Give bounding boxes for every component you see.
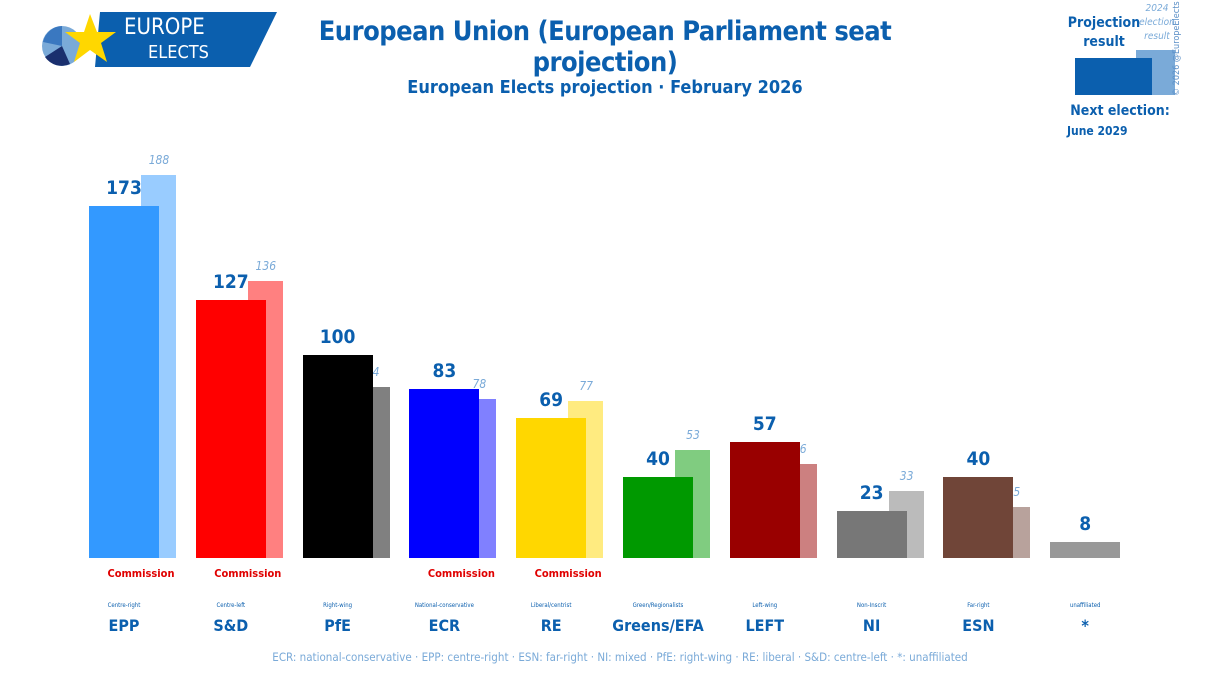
party-label: RE: [540, 616, 562, 635]
party-label: EPP: [108, 616, 140, 635]
ideology-label: Right-wing: [323, 602, 353, 609]
logo-text-elects: ELECTS: [148, 42, 209, 63]
projection-value-label: 100: [319, 325, 356, 348]
party-label: Greens/EFA: [612, 616, 704, 635]
projection-value-label: 23: [859, 482, 884, 505]
projection-value-label: 83: [432, 360, 457, 383]
party-label: ECR: [428, 616, 461, 635]
previous-value-label: 78: [472, 377, 487, 392]
projection-value-label: 57: [752, 413, 777, 436]
commission-label: Commission: [214, 567, 282, 580]
ideology-label: Non-Inscrit: [856, 602, 887, 609]
legend-projection-swatch: [1075, 58, 1152, 95]
europe-elects-logo: EUROPE ELECTS: [40, 12, 280, 68]
projection-value-label: 8: [1079, 512, 1092, 535]
chart-subtitle: European Elects projection · February 20…: [407, 77, 803, 98]
projection-bar: [943, 476, 1014, 558]
projection-bar: [836, 511, 907, 558]
projection-bar: [516, 417, 587, 558]
projection-bar: [195, 299, 266, 558]
ideology-label: Green/Regionalists: [632, 602, 684, 609]
projection-value-label: 173: [106, 177, 142, 199]
projection-bar: [89, 206, 159, 558]
projection-bar: [1050, 541, 1121, 558]
ideology-label: Far-right: [967, 602, 990, 609]
party-label: PfE: [324, 616, 351, 635]
projection-value-label: 69: [539, 388, 564, 411]
previous-value-label: 53: [686, 428, 700, 443]
projection-value-label: 40: [966, 447, 991, 470]
commission-label: Commission: [534, 567, 602, 580]
ideology-label: unaffiliated: [1069, 602, 1101, 609]
ideology-label: Centre-right: [107, 602, 141, 609]
previous-value-label: 33: [899, 468, 914, 483]
projection-bar: [409, 389, 480, 558]
commission-label: Commission: [107, 567, 175, 580]
projection-value-label: 40: [646, 447, 670, 470]
projection-bar: [729, 442, 800, 558]
previous-value-label: 188: [148, 153, 170, 168]
ideology-label: Centre-left: [216, 602, 246, 609]
party-label: LEFT: [745, 616, 785, 635]
projection-value-label: 127: [212, 270, 249, 293]
party-label: NI: [862, 616, 881, 635]
party-label: *: [1081, 616, 1089, 635]
projection-bar: [302, 354, 373, 558]
projection-bar: [623, 476, 693, 558]
previous-value-label: 77: [579, 379, 594, 394]
ideology-label: Left-wing: [752, 602, 778, 609]
ideology-label: Liberal/centrist: [530, 602, 572, 609]
previous-value-label: 136: [255, 259, 277, 274]
party-label: ESN: [962, 616, 995, 635]
legend-previous-label: 2024 election result: [1139, 3, 1175, 42]
legend-projection-label: Projection result: [1067, 15, 1141, 50]
logo-text-europe: EUROPE: [124, 15, 205, 40]
next-election-label: Next election:: [1070, 103, 1170, 119]
next-election-date: June 2029: [1067, 124, 1128, 138]
footer-abbreviations: ECR: national-conservative · EPP: centre…: [272, 650, 968, 664]
commission-label: Commission: [427, 567, 495, 580]
chart-title: European Union (European Parliament seat…: [318, 16, 892, 78]
ideology-label: National-conservative: [414, 602, 474, 609]
party-label: S&D: [213, 616, 249, 635]
